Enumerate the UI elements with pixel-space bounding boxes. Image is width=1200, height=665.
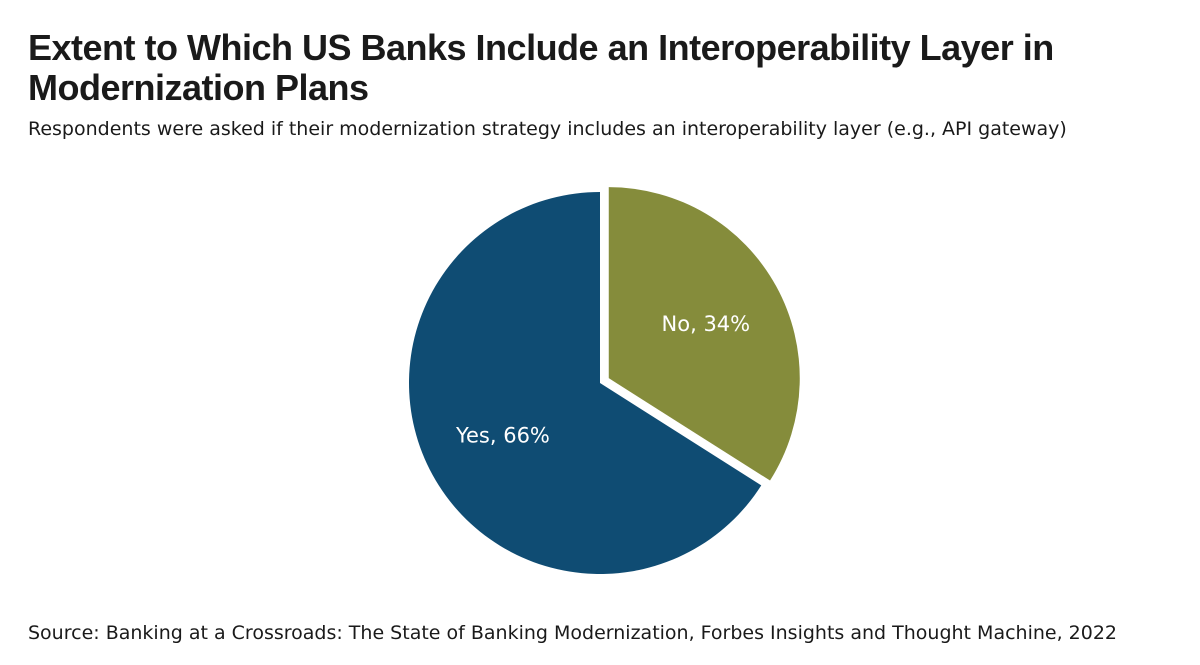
pie-labels: No, 34% Yes, 66% xyxy=(455,312,750,448)
pie-slice-no xyxy=(608,187,800,481)
chart-source: Source: Banking at a Crossroads: The Sta… xyxy=(28,622,1118,644)
pie-slices xyxy=(409,187,800,575)
pie-slice-yes xyxy=(409,192,762,575)
pie-label-yes: Yes, 66% xyxy=(455,423,550,447)
pie-label-no: No, 34% xyxy=(662,312,751,336)
chart-title: Extent to Which US Banks Include an Inte… xyxy=(28,27,1054,108)
chart-subtitle: Respondents were asked if their moderniz… xyxy=(28,118,1067,140)
